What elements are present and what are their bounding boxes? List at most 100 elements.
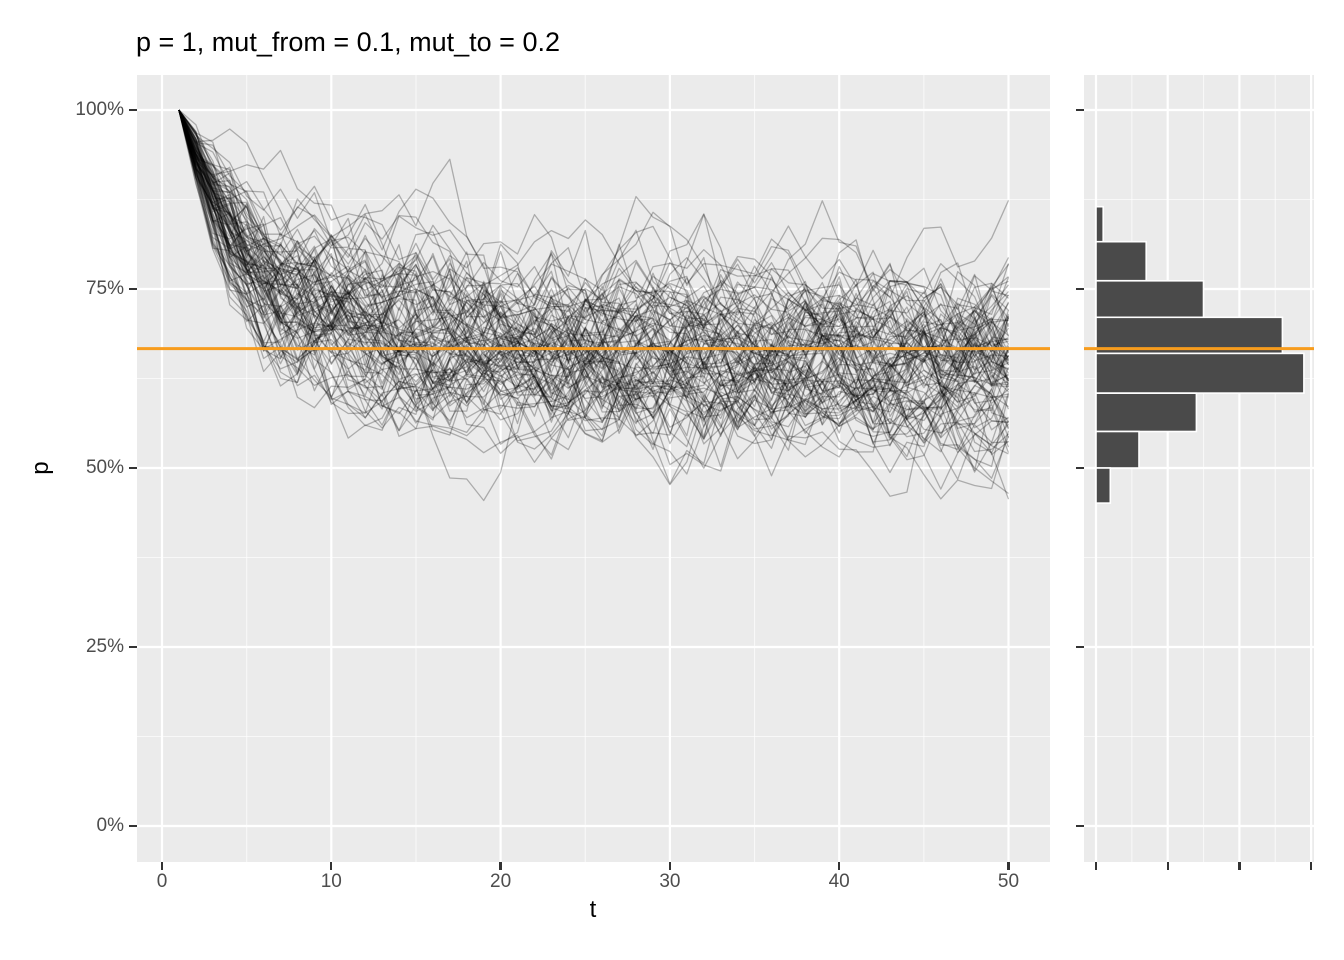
trajectory-line	[178, 109, 1010, 431]
trajectory-line	[178, 109, 1009, 495]
trajectory-line	[178, 109, 1009, 426]
x-tick-label: 40	[828, 871, 850, 892]
trajectory-line	[178, 109, 1009, 448]
histogram-y-axis-tick	[1076, 108, 1084, 112]
trajectory-line	[178, 109, 1010, 448]
trajectory-line	[178, 109, 1010, 415]
x-axis-tick	[838, 862, 841, 870]
trajectory-line	[178, 109, 1010, 451]
trajectory-line	[178, 109, 1009, 458]
trajectory-line	[178, 109, 1010, 417]
trajectories-chart	[137, 75, 1050, 862]
trajectory-line	[178, 109, 1010, 410]
trajectory-line	[178, 109, 1009, 438]
histogram-y-axis-tick	[1076, 645, 1084, 649]
trajectory-line	[178, 109, 1009, 431]
main-plot-panel	[137, 75, 1050, 862]
trajectory-line	[178, 109, 1010, 485]
trajectory-line	[178, 109, 1010, 437]
trajectory-line	[178, 109, 1010, 479]
trajectory-line	[178, 109, 1009, 424]
trajectory-line	[178, 109, 1010, 460]
trajectory-line	[178, 109, 1010, 405]
trajectory-line	[178, 109, 1009, 445]
trajectory-line	[178, 109, 1010, 475]
x-axis-tick	[499, 862, 502, 870]
trajectory-line	[178, 109, 1009, 437]
trajectory-line	[178, 109, 1010, 436]
x-axis-tick	[668, 862, 672, 870]
histogram-x-axis-tick	[1238, 862, 1241, 870]
trajectory-line	[178, 109, 1009, 490]
trajectory-line	[178, 109, 1009, 461]
trajectory-line	[178, 109, 1009, 403]
trajectory-line	[178, 109, 1009, 435]
trajectory-line	[178, 109, 1009, 432]
trajectory-line	[178, 109, 1009, 413]
trajectory-line	[178, 109, 1010, 428]
trajectory-line	[178, 109, 1010, 413]
y-axis-tick	[129, 466, 137, 470]
trajectory-line	[178, 109, 1010, 443]
y-tick-label: 100%	[75, 99, 124, 120]
y-tick-label: 0%	[96, 815, 124, 836]
y-axis-tick	[129, 645, 137, 649]
trajectory-line	[178, 109, 1009, 455]
trajectory-line	[178, 109, 1010, 474]
trajectory-line	[178, 109, 1009, 497]
trajectory-line	[178, 109, 1009, 434]
trajectory-line	[178, 109, 1010, 408]
trajectory-line	[178, 109, 1010, 419]
trajectory-line	[178, 109, 1010, 431]
histogram-x-axis-tick	[1166, 862, 1169, 870]
trajectory-line	[178, 109, 1010, 451]
trajectory-line	[178, 109, 1009, 420]
trajectory-line	[178, 109, 1010, 434]
y-axis-tick	[129, 824, 137, 828]
trajectory-line	[178, 109, 1010, 472]
x-axis-tick	[330, 862, 333, 870]
histogram-panel	[1084, 75, 1314, 862]
y-tick-label: 50%	[85, 457, 124, 478]
histogram-y-axis-tick	[1076, 824, 1084, 828]
trajectory-line	[178, 109, 1010, 448]
trajectory-line	[178, 109, 1010, 445]
trajectory-line	[178, 109, 1010, 427]
trajectory-line	[178, 109, 1009, 435]
trajectory-line	[178, 109, 1009, 420]
trajectory-line	[178, 109, 1009, 439]
trajectory-line	[178, 109, 1010, 432]
trajectory-line	[178, 109, 1010, 456]
trajectory-line	[178, 109, 1010, 412]
trajectory-line	[178, 109, 1009, 369]
trajectory-line	[178, 109, 1009, 453]
y-axis-tick	[129, 108, 137, 112]
histogram-bars	[1095, 205, 1305, 504]
trajectory-line	[178, 109, 1009, 439]
trajectory-line	[178, 109, 1010, 421]
histogram-bar	[1095, 430, 1140, 469]
trajectory-line	[178, 109, 1010, 442]
trajectory-line	[178, 109, 1009, 421]
trajectory-line	[178, 109, 1010, 441]
histogram-x-axis-tick	[1094, 862, 1098, 870]
histogram-y-axis-tick	[1076, 466, 1084, 470]
trajectory-line	[178, 109, 1010, 500]
trajectory-line	[178, 109, 1010, 480]
trajectory-line	[178, 109, 1010, 453]
trajectory-line	[178, 109, 1010, 453]
trajectory-line	[178, 109, 1010, 424]
trajectory-line	[178, 109, 1010, 421]
trajectory-line	[178, 109, 1009, 449]
trajectory-line	[178, 109, 1010, 469]
trajectory-line	[178, 109, 1009, 405]
histogram-bar	[1095, 352, 1305, 394]
x-tick-label: 0	[156, 871, 168, 892]
trajectory-line	[178, 109, 1010, 398]
histogram-bar	[1095, 392, 1198, 433]
histogram-x-axis-tick	[1309, 862, 1313, 870]
x-tick-label: 10	[320, 871, 342, 892]
trajectory-line	[178, 109, 1010, 424]
trajectory-line	[178, 109, 1010, 392]
